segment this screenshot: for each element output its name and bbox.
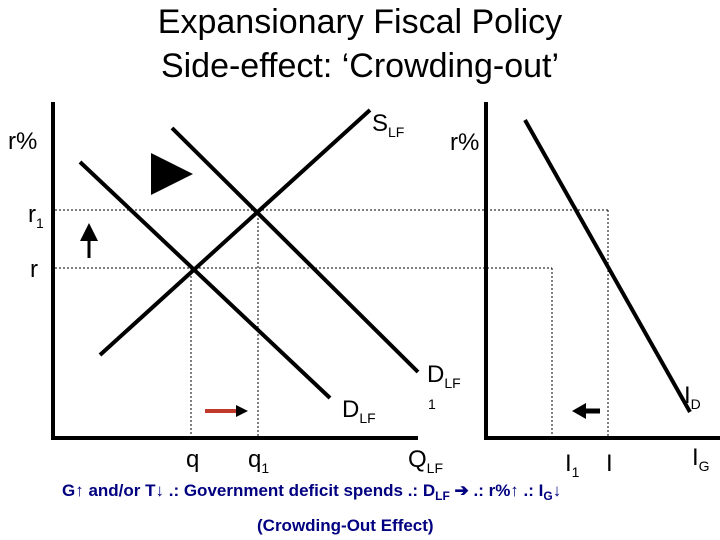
- lf-x-axis-label: QLF: [408, 446, 444, 477]
- title-line-1: Expansionary Fiscal Policy: [157, 3, 563, 41]
- investment-demand-label: ID: [684, 382, 701, 413]
- quantity-shift-arrowhead: [236, 405, 248, 417]
- caption-line-2: (Crowding-Out Effect): [257, 516, 434, 535]
- i-label: I: [606, 450, 613, 477]
- supply-label: SLF: [372, 110, 405, 141]
- demand-curve-shifted: [170, 126, 420, 374]
- demand-label: DLF: [342, 396, 376, 427]
- lf-y-axis-label: r%: [8, 128, 38, 155]
- demand1-label: DLF: [427, 361, 461, 392]
- demand1-index: 1: [428, 396, 436, 412]
- r1-label: r1: [28, 201, 44, 232]
- r-label: r: [30, 256, 38, 283]
- investment-demand-curve: [523, 119, 692, 413]
- title-line-2: Side-effect: ‘Crowding-out’: [160, 47, 560, 85]
- q-label: q: [186, 446, 200, 473]
- inv-y-axis-label: r%: [450, 129, 480, 156]
- q1-label: q1: [248, 446, 270, 477]
- supply-curve: [98, 108, 372, 357]
- investment-fall-arrowhead: [572, 403, 586, 419]
- i1-label: I1: [565, 450, 580, 481]
- caption-line-1: G↑ and/or T↓ .: Government deficit spend…: [62, 481, 562, 503]
- investment-axis-label: IG: [692, 444, 710, 475]
- demand-curve: [78, 160, 332, 400]
